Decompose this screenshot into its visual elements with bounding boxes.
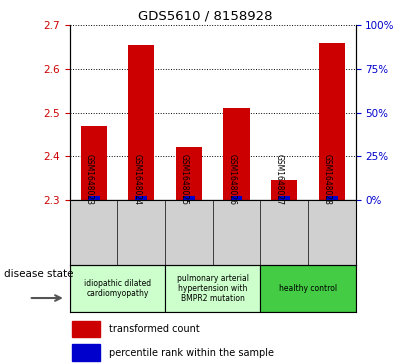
Bar bbox=[176, 147, 202, 200]
Text: disease state: disease state bbox=[4, 269, 74, 279]
Text: healthy control: healthy control bbox=[279, 284, 337, 293]
Bar bbox=[72, 321, 99, 337]
Bar bbox=[231, 196, 242, 200]
Bar bbox=[183, 196, 195, 200]
Text: GSM1648024: GSM1648024 bbox=[132, 154, 141, 205]
Bar bbox=[81, 126, 107, 200]
Bar bbox=[70, 265, 165, 312]
Bar bbox=[135, 196, 147, 200]
Bar bbox=[271, 180, 297, 200]
Text: pulmonary arterial
hypertension with
BMPR2 mutation: pulmonary arterial hypertension with BMP… bbox=[177, 274, 249, 303]
Bar bbox=[278, 196, 290, 200]
Bar bbox=[260, 265, 356, 312]
Text: GSM1648023: GSM1648023 bbox=[85, 154, 94, 205]
Text: GSM1648025: GSM1648025 bbox=[180, 154, 189, 205]
Bar bbox=[72, 344, 99, 361]
Text: GSM1648027: GSM1648027 bbox=[275, 154, 284, 205]
Text: GSM1648026: GSM1648026 bbox=[228, 154, 236, 205]
Bar bbox=[88, 196, 99, 200]
Text: percentile rank within the sample: percentile rank within the sample bbox=[109, 348, 275, 358]
Bar bbox=[319, 43, 345, 200]
Bar bbox=[326, 196, 338, 200]
Text: GDS5610 / 8158928: GDS5610 / 8158928 bbox=[138, 9, 273, 22]
Bar bbox=[128, 45, 155, 200]
Bar bbox=[165, 265, 260, 312]
Text: GSM1648028: GSM1648028 bbox=[323, 154, 332, 205]
Text: transformed count: transformed count bbox=[109, 324, 200, 334]
Text: idiopathic dilated
cardiomyopathy: idiopathic dilated cardiomyopathy bbox=[84, 279, 151, 298]
Bar bbox=[224, 108, 249, 200]
